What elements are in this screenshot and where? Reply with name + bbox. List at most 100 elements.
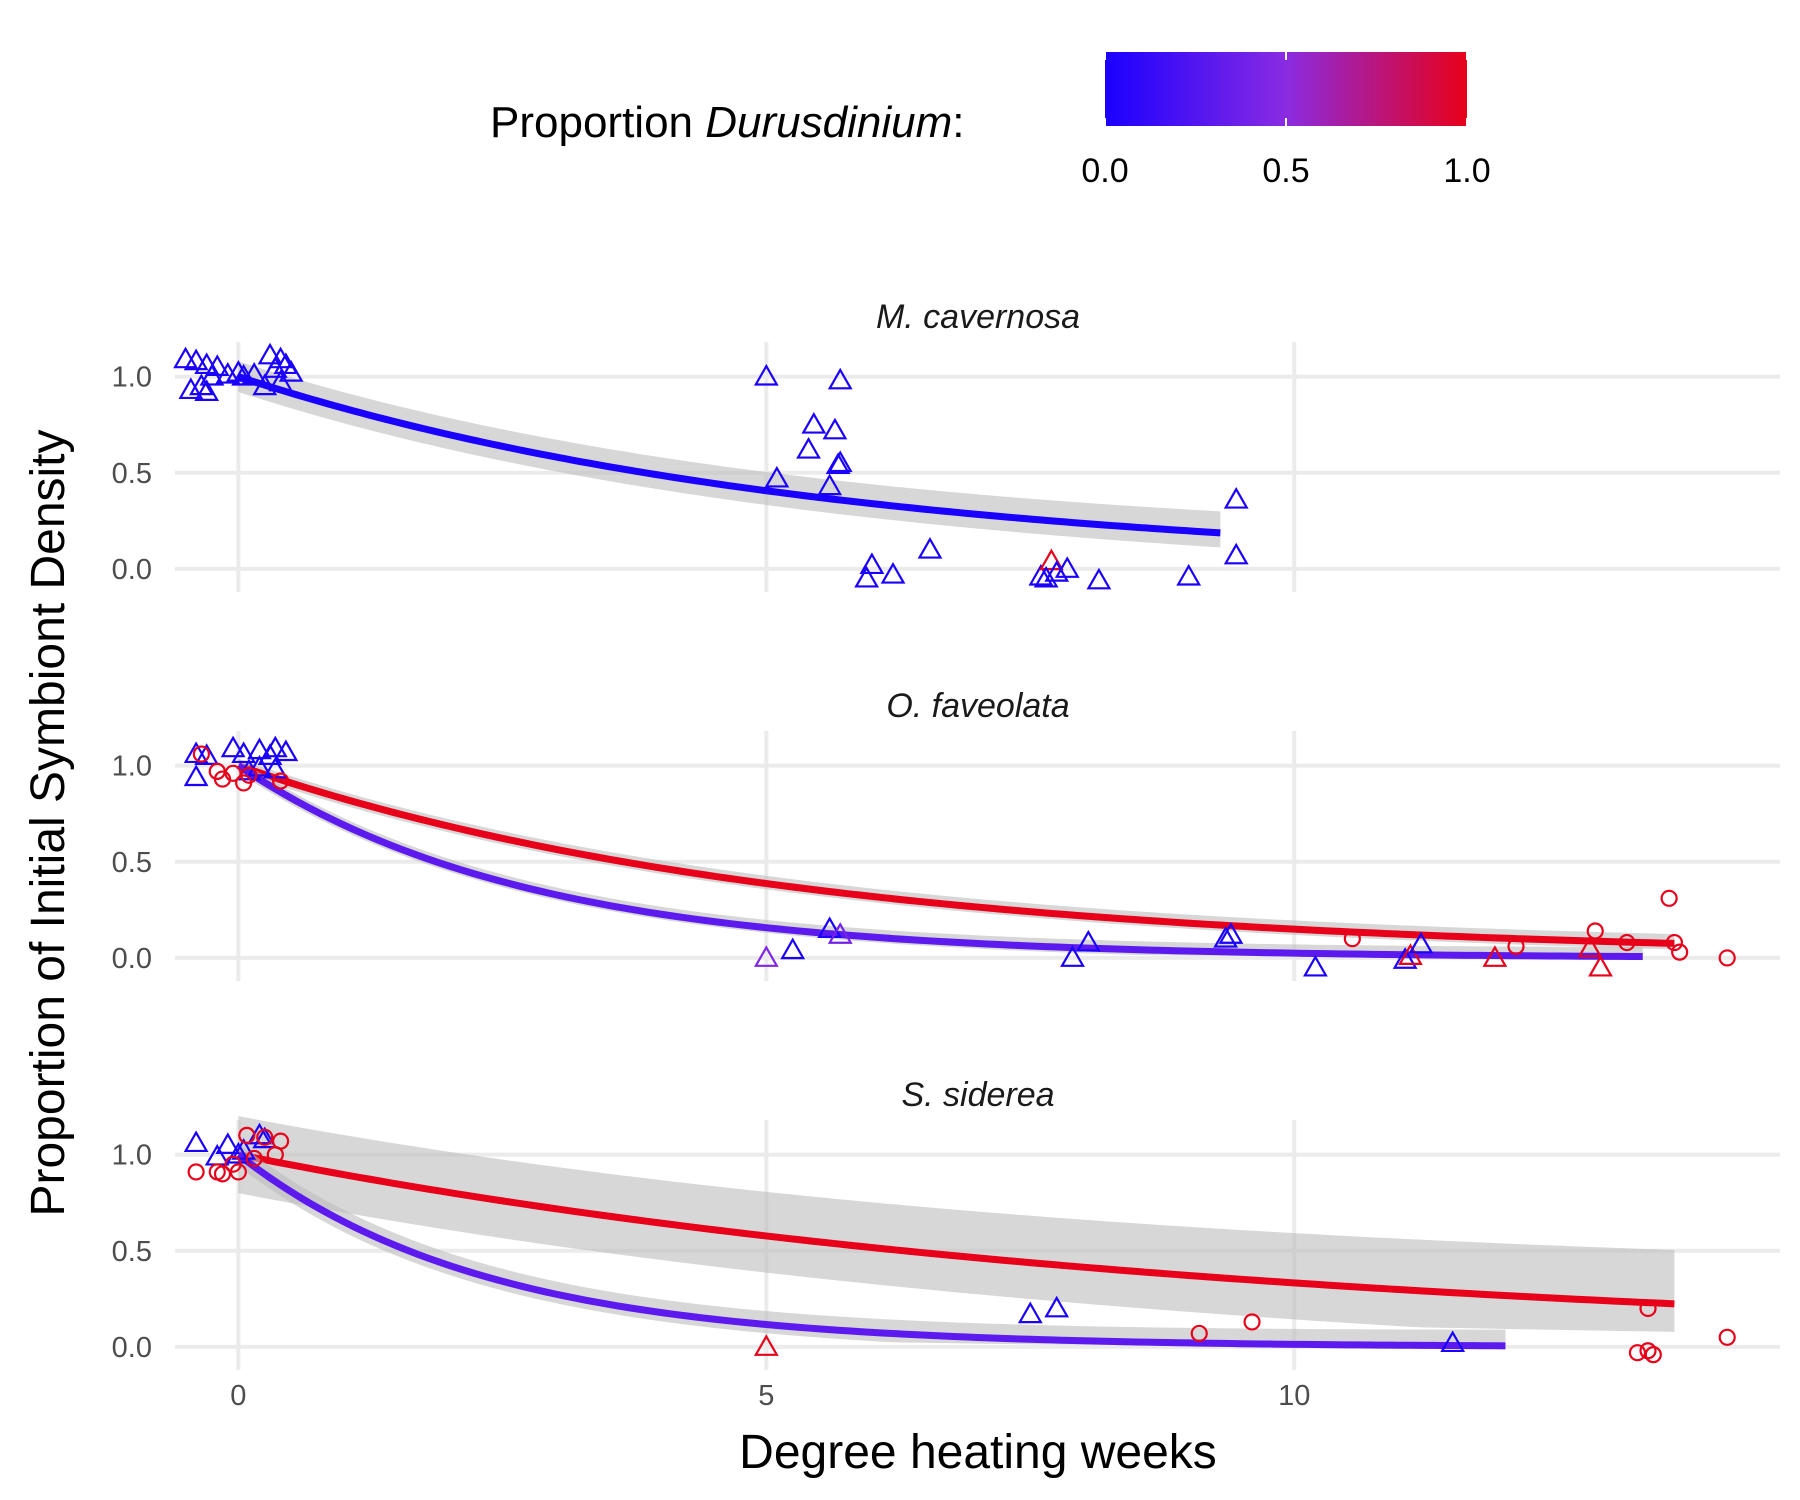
- y-tick-label: 0.5: [112, 458, 152, 490]
- legend-colorbar: [1105, 52, 1467, 126]
- data-point-circle: [1665, 933, 1684, 952]
- data-point-triangle: [801, 411, 827, 434]
- panel-title: S. siderea: [901, 1076, 1054, 1114]
- data-point-triangle: [827, 922, 853, 944]
- confidence-ribbon: [238, 1116, 1675, 1332]
- data-point-triangle: [1408, 931, 1434, 954]
- data-point-triangle: [1086, 567, 1112, 590]
- data-point-triangle: [252, 373, 278, 396]
- data-point-triangle: [1577, 935, 1603, 958]
- confidence-ribbon: [238, 758, 1675, 950]
- data-point-triangle: [1044, 560, 1070, 582]
- data-point-triangle: [194, 743, 220, 765]
- y-tick-label: 0.5: [112, 1236, 152, 1268]
- y-tick-label: 1.0: [112, 751, 152, 783]
- data-point-triangle: [1028, 563, 1054, 586]
- data-point-triangle: [1176, 563, 1202, 586]
- panel-title: M. cavernosa: [876, 298, 1080, 336]
- data-point-circle: [1190, 1324, 1208, 1343]
- data-point-triangle: [262, 735, 288, 758]
- x-tick-label: 0: [230, 1380, 246, 1412]
- fitted-curve: [237, 1151, 1675, 1308]
- data-point-triangle: [1482, 945, 1508, 967]
- data-point-triangle: [268, 346, 293, 369]
- legend: Proportion Durusdinium: 0.0 0.5 1.0: [490, 52, 1491, 190]
- data-point-triangle: [215, 1132, 241, 1154]
- data-point-triangle: [817, 473, 843, 496]
- data-point-circle: [192, 745, 210, 763]
- data-point-circle: [271, 1132, 290, 1150]
- panel-o-faveolata: O. faveolata 0.0 0.5 1.0: [112, 687, 1780, 981]
- data-point-triangle: [827, 367, 853, 390]
- panel-title: O. faveolata: [886, 687, 1069, 725]
- data-point-circle: [256, 1128, 274, 1146]
- x-tick-label: 10: [1278, 1380, 1310, 1412]
- data-point-triangle: [1039, 548, 1064, 571]
- data-point-circle: [271, 772, 290, 790]
- data-point-circle: [1639, 1299, 1657, 1318]
- data-point-circle: [1618, 933, 1636, 952]
- data-point-circle: [1507, 937, 1525, 955]
- data-point-circle: [1660, 889, 1678, 907]
- data-point-triangle: [1054, 556, 1080, 578]
- data-point-triangle: [194, 379, 220, 401]
- data-point-triangle: [753, 945, 779, 967]
- y-tick-label: 1.0: [112, 1140, 152, 1172]
- data-point-triangle: [825, 452, 851, 475]
- data-point-triangle: [1218, 922, 1244, 944]
- data-point-triangle: [1302, 954, 1328, 977]
- data-point-triangle: [1398, 943, 1423, 965]
- data-point-triangle: [178, 377, 204, 400]
- data-point-triangle: [268, 369, 293, 392]
- data-point-triangle: [1044, 1295, 1070, 1318]
- data-point-triangle: [231, 1138, 257, 1160]
- fitted-curve: [237, 373, 1221, 537]
- y-tick-label: 1.0: [112, 362, 152, 394]
- data-point-triangle: [1075, 929, 1101, 952]
- data-point-triangle: [753, 1334, 779, 1356]
- data-point-triangle: [1060, 945, 1085, 967]
- data-point-triangle: [753, 363, 779, 386]
- y-axis-title: Proportion of Initial Symbiont Density: [22, 429, 75, 1216]
- data-point-triangle: [1392, 947, 1418, 969]
- data-point-triangle: [231, 741, 257, 764]
- x-axis-tick-labels: 0 5 10: [230, 1380, 1310, 1412]
- data-point-triangle: [257, 342, 283, 365]
- data-point-triangle: [822, 417, 848, 440]
- data-point-triangle: [273, 739, 299, 762]
- data-point-triangle: [247, 754, 272, 777]
- data-point-circle: [1644, 1346, 1662, 1364]
- data-point-triangle: [1213, 925, 1239, 948]
- data-point-circle: [187, 1163, 205, 1181]
- data-point-triangle: [1588, 954, 1613, 977]
- data-point-triangle: [854, 565, 880, 588]
- legend-tick-1: 1.0: [1443, 152, 1490, 190]
- data-point-circle: [1671, 943, 1689, 961]
- data-point-triangle: [252, 1126, 278, 1149]
- data-point-triangle: [1033, 565, 1059, 588]
- data-point-triangle: [764, 465, 790, 488]
- data-point-triangle: [278, 360, 304, 382]
- data-point-circle: [1343, 930, 1361, 948]
- panel-s-siderea: S. siderea 0.0 0.5 1.0: [112, 1076, 1780, 1370]
- data-point-triangle: [199, 363, 225, 386]
- data-point-triangle: [183, 348, 209, 371]
- data-point-triangle: [1223, 486, 1249, 509]
- legend-title-suffix: :: [952, 98, 964, 147]
- data-point-circle: [238, 1126, 256, 1144]
- data-point-triangle: [1440, 1330, 1466, 1353]
- data-point-circle: [245, 1149, 263, 1168]
- data-point-triangle: [917, 536, 943, 559]
- legend-tick-0: 0.0: [1081, 152, 1128, 190]
- y-tick-label: 0.0: [112, 554, 152, 586]
- data-point-triangle: [220, 735, 246, 758]
- data-point-triangle: [183, 764, 209, 787]
- data-point-triangle: [1223, 542, 1249, 565]
- fitted-curve: [236, 1151, 1506, 1350]
- data-point-triangle: [817, 916, 843, 939]
- data-point-triangle: [225, 360, 251, 382]
- data-point-circle: [1586, 922, 1604, 940]
- data-point-circle: [1718, 1328, 1736, 1346]
- legend-tick-05: 0.5: [1262, 152, 1309, 190]
